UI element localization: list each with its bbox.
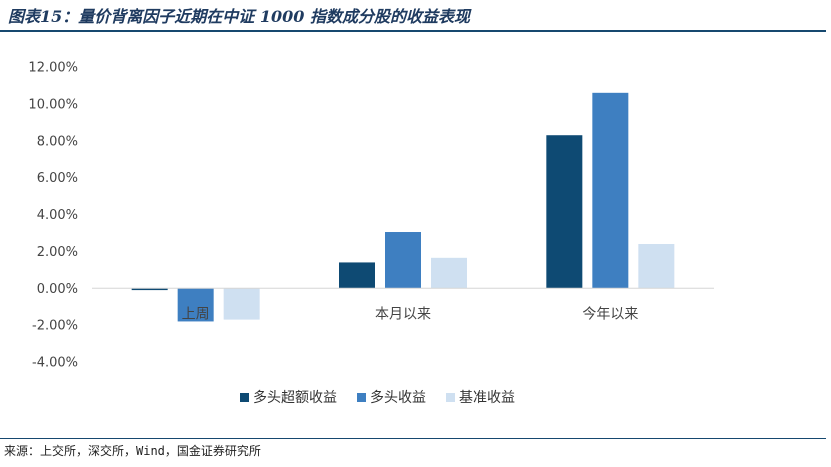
legend-label: 多头超额收益 <box>253 389 337 406</box>
legend: 多头超额收益 多头收益 基准收益 <box>240 389 515 406</box>
y-tick-label: 6.00% <box>37 171 78 186</box>
y-tick-label: 4.00% <box>37 208 78 223</box>
y-tick-label: -4.00% <box>32 356 78 371</box>
bar-3-3 <box>638 244 675 289</box>
title-rule <box>0 30 826 32</box>
y-tick-label: 10.00% <box>28 97 78 112</box>
y-tick-label: 8.00% <box>37 134 78 149</box>
legend-swatch <box>240 393 249 402</box>
source-note: 来源：上交所，深交所，Wind，国金证券研究所 <box>4 444 261 458</box>
y-axis-ticks: 12.00% 10.00% 8.00% 6.00% 4.00% 2.00% 0.00% -2.… <box>28 61 78 371</box>
bar-2-2 <box>385 232 421 289</box>
bar-1-3 <box>546 135 583 289</box>
legend-swatch <box>357 393 366 402</box>
legend-label: 多头收益 <box>370 389 426 406</box>
bar-2-1 <box>177 288 214 322</box>
y-tick-label: 0.00% <box>37 282 78 297</box>
category-label: 上周 <box>182 306 210 322</box>
category-label: 本月以来 <box>375 306 431 322</box>
source-rule <box>0 438 826 439</box>
figure-title: 图表15：量价背离因子近期在中证 1000 指数成分股的收益表现 <box>8 7 470 26</box>
category-label: 今年以来 <box>582 306 638 322</box>
bar-1-2 <box>339 262 375 289</box>
bar-1-1 <box>131 288 168 291</box>
y-tick-label: 12.00% <box>28 61 78 76</box>
bar-3-2 <box>431 257 467 289</box>
bar-chart: 12.00% 10.00% 8.00% 6.00% 4.00% 2.00% 0.00% -2.… <box>28 61 714 406</box>
bars <box>131 92 675 322</box>
bar-3-1 <box>223 288 260 320</box>
y-tick-label: -2.00% <box>32 319 78 334</box>
legend-label: 基准收益 <box>459 389 515 406</box>
bar-2-3 <box>592 92 629 289</box>
category-labels: 上周 本月以来 今年以来 <box>182 306 639 322</box>
y-tick-label: 2.00% <box>37 245 78 260</box>
legend-swatch <box>446 393 455 402</box>
